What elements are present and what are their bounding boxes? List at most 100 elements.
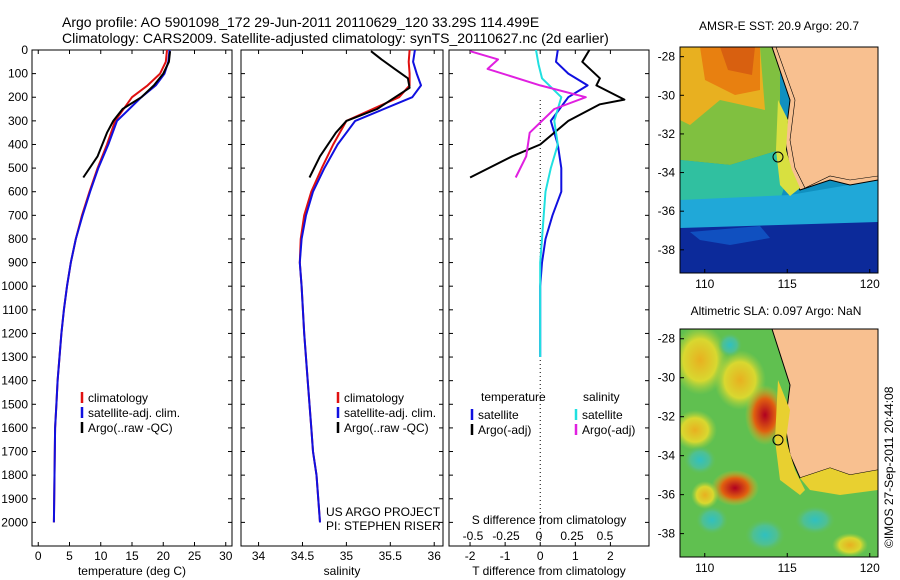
x-tick-label: 10 xyxy=(94,549,108,563)
y-tick-label: 900 xyxy=(8,256,28,270)
s-tick-label: 0 xyxy=(536,529,543,543)
legend-label: climatology xyxy=(344,391,404,405)
y-tick-label: 800 xyxy=(8,232,28,246)
y-tick-label: 1500 xyxy=(1,397,28,411)
sst-argo-marker xyxy=(772,151,784,163)
y-tick-label: 1000 xyxy=(1,279,28,293)
sla-map-title: Altimetric SLA: 0.097 Argo: NaN xyxy=(691,304,862,318)
series-line xyxy=(82,51,172,179)
x-tick-label: 5 xyxy=(66,549,73,563)
series-group xyxy=(469,50,626,357)
map-y-tick-label: -28 xyxy=(658,50,676,64)
y-tick-label: 1700 xyxy=(1,445,28,459)
map-y-tick-label: -30 xyxy=(658,88,676,102)
sla-map-axes: 110 115 120 -28 -30 -32 -34 -36 -38 xyxy=(658,332,880,575)
x-tick-label: 34.5 xyxy=(291,549,315,563)
x-tick-label: 20 xyxy=(157,549,171,563)
x-tick-label: -2 xyxy=(465,549,476,563)
y-tick-label: 0 xyxy=(21,43,28,57)
s-tick-label: -0.5 xyxy=(463,529,484,543)
sst-map-axes: 110 115 120 -28 -30 -32 -34 -36 -38 xyxy=(658,50,880,291)
x-tick-label: 25 xyxy=(188,549,202,563)
legend-label: Argo(..raw -QC) xyxy=(344,421,429,435)
legend-label: satellite xyxy=(478,408,519,422)
credit-line-1: US ARGO PROJECT xyxy=(326,505,441,519)
legend-title-temperature: temperature xyxy=(481,390,546,404)
x-tick-label: 2 xyxy=(607,549,614,563)
series-line xyxy=(469,50,587,178)
salinity-profile-panel: 34 34.5 35 35.5 36 salinity climatologysatelli… xyxy=(240,49,444,578)
sst-map-image xyxy=(680,47,878,273)
header-line-1: Argo profile: AO 5901098_172 29-Jun-2011… xyxy=(62,14,539,30)
y-tick-label: 1900 xyxy=(1,492,28,506)
x-tick-label: 34 xyxy=(252,549,266,563)
credit-line-2: PI: STEPHEN RISER xyxy=(326,519,441,533)
legend-label: satellite-adj. clim. xyxy=(344,406,436,420)
series-line xyxy=(469,50,626,179)
s-tick-label: -0.25 xyxy=(492,529,520,543)
series-line xyxy=(52,50,168,523)
y-tick-label: 1300 xyxy=(1,350,28,364)
sla-map-frame xyxy=(679,328,879,558)
map-y-tick-label: -28 xyxy=(658,332,676,346)
map-y-tick-label: -32 xyxy=(658,127,676,141)
series-line xyxy=(308,50,411,178)
x-tick-label: 30 xyxy=(219,549,233,563)
sst-map-frame xyxy=(679,46,879,274)
plot-frame xyxy=(448,49,650,547)
temperature-profile-panel: 0100200300400500600700800900100011001200… xyxy=(1,43,232,578)
series-line xyxy=(535,50,563,357)
sla-map-image xyxy=(680,329,878,557)
map-x-tick-label: 110 xyxy=(695,277,714,291)
x-tick-label: 35 xyxy=(340,549,354,563)
map-x-tick-label: 120 xyxy=(860,277,880,291)
x-tick-label: 1 xyxy=(572,549,579,563)
x-axis-label: salinity xyxy=(324,564,361,578)
y-tick-label: 1100 xyxy=(2,303,28,317)
y-tick-label: 1800 xyxy=(1,468,28,482)
x-tick-label: 36 xyxy=(428,549,442,563)
map-y-tick-label: -38 xyxy=(658,527,676,541)
map-x-tick-label: 115 xyxy=(778,561,797,575)
timestamp: ©IMOS 27-Sep-2011 20:44:08 xyxy=(882,386,896,548)
series-line xyxy=(298,50,422,523)
map-y-tick-label: -36 xyxy=(658,204,676,218)
legend-label: Argo(..raw -QC) xyxy=(88,421,173,435)
x-axis-label: T difference from climatology xyxy=(472,564,626,578)
y-tick-label: 1200 xyxy=(1,326,28,340)
series-group xyxy=(298,50,422,523)
x-tick-label: 0 xyxy=(537,549,544,563)
map-y-tick-label: -32 xyxy=(658,410,676,424)
s-tick-label: 0.5 xyxy=(597,529,614,543)
map-x-tick-label: 110 xyxy=(695,561,714,575)
legend-title-salinity: salinity xyxy=(583,390,620,404)
header-line-2: Climatology: CARS2009. Satellite-adjuste… xyxy=(62,30,609,46)
y-tick-label: 300 xyxy=(8,114,28,128)
y-tick-label: 700 xyxy=(8,208,28,222)
legend-label: climatology xyxy=(88,391,148,405)
x-tick-label: 15 xyxy=(125,549,139,563)
plot-frame xyxy=(31,49,233,547)
x-tick-label: 0 xyxy=(35,549,42,563)
s-tick-label: 0.25 xyxy=(560,529,584,543)
map-x-tick-label: 115 xyxy=(778,277,797,291)
legend-label: Argo(-adj) xyxy=(478,423,531,437)
y-tick-label: 500 xyxy=(8,161,28,175)
y-tick-label: 400 xyxy=(8,137,28,151)
series-line xyxy=(52,50,171,523)
sst-map-title: AMSR-E SST: 20.9 Argo: 20.7 xyxy=(699,19,859,33)
map-y-tick-label: -34 xyxy=(658,166,676,180)
series-group xyxy=(52,50,172,523)
plot-frame xyxy=(240,49,444,547)
y-tick-label: 1400 xyxy=(1,374,28,388)
map-y-tick-label: -30 xyxy=(658,371,676,385)
y-tick-label: 1600 xyxy=(1,421,28,435)
map-x-tick-label: 120 xyxy=(860,561,880,575)
y-tick-label: 200 xyxy=(8,90,28,104)
map-y-tick-label: -36 xyxy=(658,488,676,502)
y-tick-label: 2000 xyxy=(1,515,28,529)
difference-profile-panel: -2 -1 0 1 2 -0.5 -0.25 0 0.25 0.5 S difference fro… xyxy=(448,49,650,578)
sla-argo-marker xyxy=(772,434,784,446)
s-axis-label: S difference from climatology xyxy=(472,513,627,527)
